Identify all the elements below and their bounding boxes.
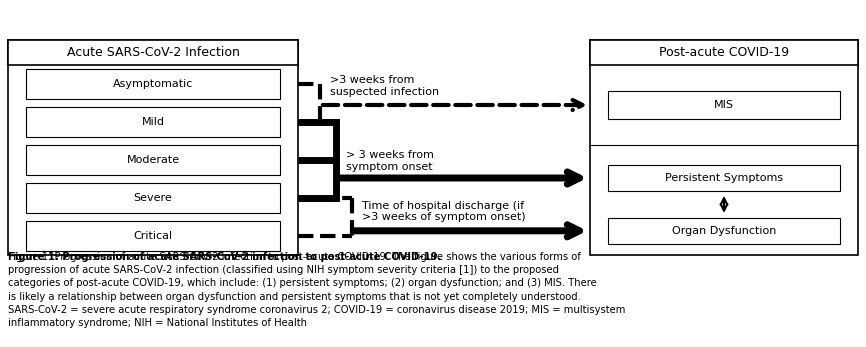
Text: Persistent Symptoms: Persistent Symptoms bbox=[665, 173, 783, 183]
Text: Organ Dysfunction: Organ Dysfunction bbox=[672, 226, 776, 236]
Bar bbox=[26, 145, 280, 175]
Bar bbox=[26, 107, 280, 137]
Text: Moderate: Moderate bbox=[126, 155, 179, 165]
Bar bbox=[590, 40, 858, 65]
Bar bbox=[608, 91, 840, 119]
Bar bbox=[26, 221, 280, 251]
Bar bbox=[26, 183, 280, 213]
Bar bbox=[8, 40, 298, 65]
Text: Asymptomatic: Asymptomatic bbox=[113, 79, 193, 89]
Text: Mild: Mild bbox=[141, 117, 165, 127]
Bar bbox=[608, 165, 840, 191]
Text: >3 weeks from
suspected infection: >3 weeks from suspected infection bbox=[330, 75, 439, 96]
Text: Figure 1. Progression of acute SARS-CoV-2 infection to post-acute COVID-19.: Figure 1. Progression of acute SARS-CoV-… bbox=[8, 252, 442, 262]
Text: MIS: MIS bbox=[714, 100, 734, 110]
Bar bbox=[608, 218, 840, 244]
Bar bbox=[8, 40, 298, 255]
Text: Critical: Critical bbox=[133, 231, 172, 241]
Bar bbox=[26, 69, 280, 99]
Text: Post-acute COVID-19: Post-acute COVID-19 bbox=[659, 46, 789, 59]
Text: Severe: Severe bbox=[133, 193, 172, 203]
Text: Time of hospital discharge (if
>3 weeks of symptom onset): Time of hospital discharge (if >3 weeks … bbox=[362, 201, 526, 222]
Text: Figure 1. Progression of acute SARS-CoV-2 infection to post-acute COVID-19. The : Figure 1. Progression of acute SARS-CoV-… bbox=[8, 252, 625, 328]
Bar bbox=[590, 40, 858, 255]
Text: Acute SARS-CoV-2 Infection: Acute SARS-CoV-2 Infection bbox=[67, 46, 239, 59]
Text: > 3 weeks from
symptom onset: > 3 weeks from symptom onset bbox=[346, 150, 434, 172]
